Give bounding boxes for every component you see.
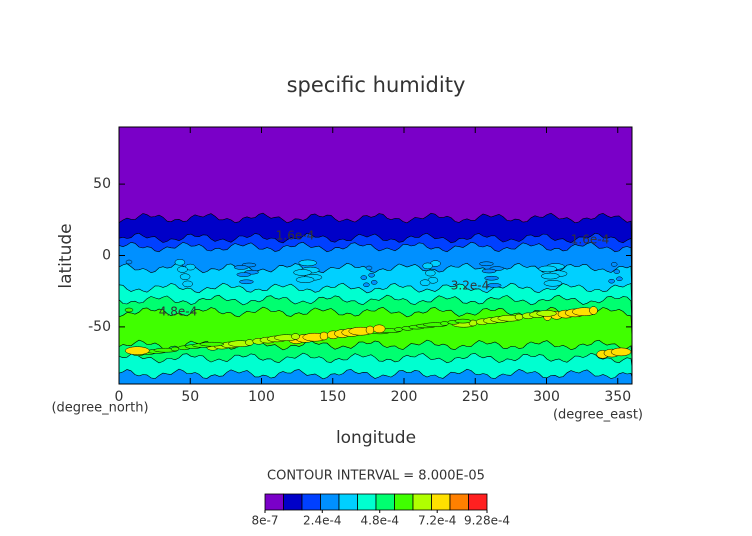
colorbar-box [357, 493, 377, 511]
contour-blob [239, 279, 254, 285]
contour-blob [425, 269, 436, 277]
contour-blob [481, 268, 497, 274]
contour-blob [177, 266, 188, 273]
contour-blob [514, 313, 524, 321]
contour-label: 1.6e-4 [276, 229, 314, 243]
contour-blob [610, 262, 618, 267]
contour-blob [479, 261, 494, 267]
contour-blob [484, 275, 499, 281]
contour-blob [199, 341, 225, 347]
contour-blob [124, 307, 134, 313]
contour-label: 3.2e-4 [451, 279, 489, 293]
x-tick-label: 100 [248, 389, 275, 405]
contour-blob [182, 280, 193, 288]
contour-blob [538, 265, 557, 273]
contour-band [119, 368, 632, 384]
contour-blob [233, 265, 249, 270]
contour-label: 1.6e-4 [571, 233, 609, 247]
contour-blob [293, 269, 312, 276]
contour-blob [319, 331, 329, 341]
x-tick-label: 200 [391, 389, 418, 405]
y-tick-label: 50 [93, 176, 111, 192]
chart-title: specific humidity [287, 73, 466, 97]
colorbar-box [412, 493, 432, 511]
contour-blob [295, 276, 315, 283]
colorbar-label: 8e-7 [252, 514, 279, 528]
colorbar-box [394, 493, 414, 511]
colorbar-box [449, 493, 469, 511]
colorbar-label: 2.4e-4 [303, 514, 341, 528]
y-tick-label: -50 [88, 319, 111, 335]
x-axis-label: longitude [336, 428, 416, 448]
contour-blob [245, 339, 254, 346]
contour-blob [170, 346, 180, 352]
contour-blob [360, 275, 368, 280]
colorbar-box [283, 493, 303, 511]
y-axis-label: latitude [56, 223, 76, 288]
contour-field: 1.6e-4 3.2e-4 4.8e-4 1.6e-4 [119, 127, 632, 384]
contour-interval: CONTOUR INTERVAL = 8.000E-05 [267, 469, 485, 484]
x-tick-label: 350 [604, 389, 631, 405]
contour-blob [125, 346, 150, 355]
colorbar-box [301, 493, 321, 511]
contour-blob [179, 273, 191, 280]
contour-blob [372, 324, 386, 334]
contour-blob [440, 321, 449, 326]
contour-blob [394, 327, 403, 332]
contour-blob [365, 265, 373, 271]
colorbar-label: 9.28e-4 [464, 514, 510, 528]
colorbar-box [375, 493, 395, 511]
colorbar-box [338, 493, 358, 511]
contour-blob [174, 259, 186, 266]
contour-blob [541, 272, 560, 280]
x-tick-label: 0 [115, 389, 124, 405]
contour-blob [363, 282, 370, 288]
colorbar-box [264, 493, 284, 511]
colorbar-label: 7.2e-4 [418, 514, 456, 528]
contour-blob [608, 278, 615, 284]
x-tick-label: 150 [319, 389, 346, 405]
contour-blob [610, 347, 632, 357]
colorbar-label: 4.8e-4 [361, 514, 399, 528]
x-tick-label: 300 [533, 389, 560, 405]
contour-blob [536, 310, 557, 317]
y-tick-label: 0 [102, 248, 111, 264]
contour-blob [368, 272, 375, 278]
contour-blob [236, 272, 252, 277]
contour-blob [419, 279, 431, 286]
colorbar-box [320, 493, 340, 511]
contour-blob [486, 283, 502, 288]
contour-blob [370, 280, 378, 285]
x-units: (degree_east) [553, 408, 643, 423]
contour-blob [422, 262, 433, 270]
contour-blob [365, 325, 375, 335]
y-units: (degree_north) [51, 401, 148, 416]
contour-label: 4.8e-4 [159, 305, 197, 319]
contour-blob [298, 259, 317, 267]
x-tick-label: 250 [462, 389, 489, 405]
contour-blob [543, 280, 563, 287]
contour-blob [589, 306, 598, 315]
contour-blob [454, 318, 472, 324]
colorbar-box [468, 493, 488, 511]
contour-blob [616, 276, 623, 282]
contour-blob [613, 269, 621, 274]
contour-blob [125, 259, 133, 265]
contour-blob [291, 333, 300, 340]
x-tick-label: 50 [181, 389, 199, 405]
colorbar-box [431, 493, 451, 511]
